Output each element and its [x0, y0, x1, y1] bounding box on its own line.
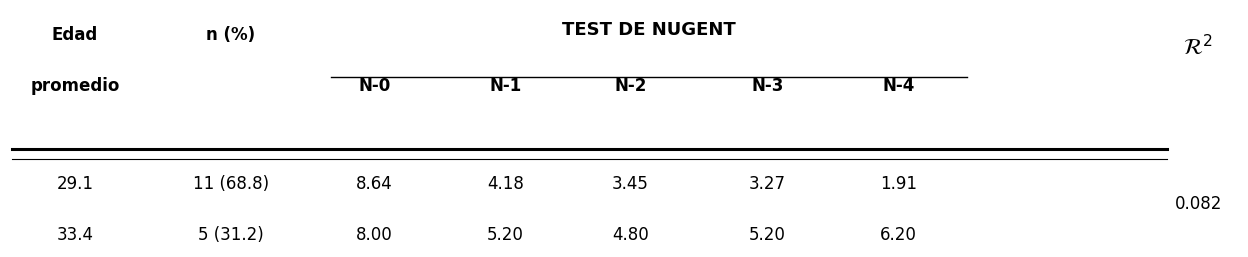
Text: 4.18: 4.18 — [487, 175, 524, 193]
Text: 11 (68.8): 11 (68.8) — [193, 175, 268, 193]
Text: Edad: Edad — [51, 26, 99, 44]
Text: n (%): n (%) — [206, 26, 256, 44]
Text: 4.80: 4.80 — [612, 226, 649, 244]
Text: 33.4: 33.4 — [56, 226, 94, 244]
Text: 1.91: 1.91 — [880, 175, 917, 193]
Text: 8.64: 8.64 — [356, 175, 393, 193]
Text: promedio: promedio — [30, 77, 120, 95]
Text: 6.20: 6.20 — [880, 226, 917, 244]
Text: 3.27: 3.27 — [749, 175, 786, 193]
Text: 8.00: 8.00 — [356, 226, 393, 244]
Text: N-1: N-1 — [489, 77, 522, 95]
Text: N-3: N-3 — [751, 77, 784, 95]
Text: 3.45: 3.45 — [612, 175, 649, 193]
Text: 5.20: 5.20 — [487, 226, 524, 244]
Text: 5.20: 5.20 — [749, 226, 786, 244]
Text: 0.082: 0.082 — [1174, 195, 1222, 213]
Text: $\mathcal{R}^2$: $\mathcal{R}^2$ — [1183, 33, 1213, 58]
Text: 5 (31.2): 5 (31.2) — [198, 226, 263, 244]
Text: N-0: N-0 — [358, 77, 391, 95]
Text: N-2: N-2 — [614, 77, 646, 95]
Text: 29.1: 29.1 — [56, 175, 94, 193]
Text: TEST DE NUGENT: TEST DE NUGENT — [562, 21, 736, 39]
Text: N-4: N-4 — [882, 77, 915, 95]
